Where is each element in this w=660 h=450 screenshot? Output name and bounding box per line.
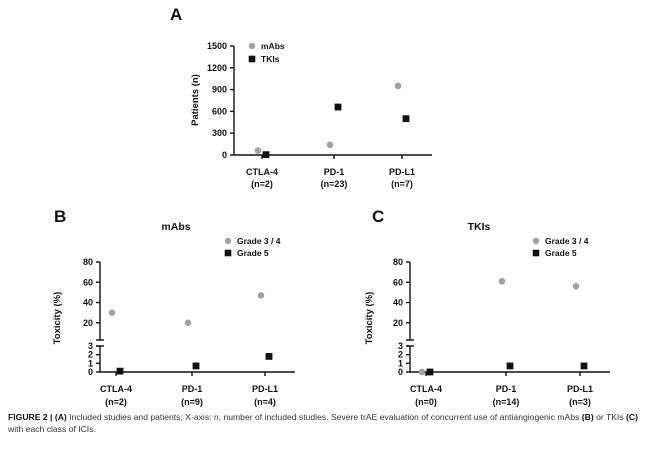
- data-point-grade-5: [116, 367, 124, 375]
- legend-marker: [224, 249, 232, 257]
- y-tick-label: 2: [88, 350, 93, 360]
- y-tick-label: 80: [393, 257, 403, 267]
- y-tick-label: 300: [212, 128, 227, 138]
- data-point-tkis: [402, 115, 410, 123]
- x-tick-count-label: (n=7): [391, 179, 413, 189]
- x-tick-count-label: (n=23): [321, 179, 348, 189]
- y-tick-label: 0: [222, 150, 227, 160]
- x-tick-label: PD-L1: [252, 384, 278, 394]
- y-tick-label: 80: [83, 257, 93, 267]
- legend-marker: [248, 55, 256, 63]
- x-tick-count-label: (n=2): [251, 179, 273, 189]
- y-tick-label: 1: [398, 358, 403, 368]
- legend-marker: [248, 42, 256, 50]
- legend-marker: [532, 237, 540, 245]
- legend-marker: [224, 237, 232, 245]
- chart-panel-a: A Patients (n) 0 300 600 900 1200 1500 CTLA-4 (n=…: [170, 5, 432, 189]
- caption-text: or TKIs: [593, 412, 627, 422]
- y-tick-label: 1: [88, 358, 93, 368]
- panel-title: TKIs: [468, 221, 491, 233]
- data-point-tkis: [334, 103, 342, 111]
- legend-label: mAbs: [261, 41, 285, 51]
- data-point-grade-5: [265, 353, 273, 360]
- data-point-grade-5: [426, 368, 434, 376]
- y-tick-label: 2: [398, 350, 403, 360]
- data-point-grade-5: [580, 362, 588, 370]
- data-point-grade-5: [506, 362, 514, 370]
- y-tick-label: 0: [398, 367, 403, 377]
- y-axis-label: Toxicity (%): [364, 292, 375, 345]
- data-point-grade-3-4: [108, 309, 116, 316]
- legend-label: Grade 3 / 4: [237, 236, 281, 246]
- x-tick-count-label: (n=0): [415, 397, 437, 407]
- caption-text: Included studies and patients; X-axis: n…: [66, 412, 582, 422]
- y-tick-label: 20: [83, 318, 93, 328]
- legend-label: Grade 3 / 4: [545, 236, 589, 246]
- x-tick-label: CTLA-4: [410, 384, 442, 394]
- y-tick-label: 60: [83, 277, 93, 287]
- y-tick-label: 40: [393, 298, 403, 308]
- legend-label: TKIs: [261, 54, 280, 64]
- y-tick-label: 20: [393, 318, 403, 328]
- y-tick-label: 0: [88, 367, 93, 377]
- y-tick-label: 60: [393, 277, 403, 287]
- data-point-grade-3-4: [184, 319, 192, 327]
- x-tick-label: CTLA-4: [246, 167, 278, 177]
- x-tick-count-label: (n=14): [493, 397, 520, 407]
- data-point-grade-3-4: [418, 368, 426, 376]
- x-tick-label: PD-1: [496, 384, 517, 394]
- y-tick-label: 40: [83, 298, 93, 308]
- y-tick-label: 900: [212, 85, 227, 95]
- y-tick-label: 1200: [207, 63, 227, 73]
- x-tick-count-label: (n=9): [181, 397, 203, 407]
- y-tick-label: 600: [212, 106, 227, 116]
- caption-panel-ref: (A): [54, 412, 67, 422]
- x-tick-count-label: (n=3): [569, 397, 591, 407]
- panel-letter: A: [170, 5, 182, 24]
- x-tick-label: PD-1: [182, 384, 203, 394]
- x-tick-label: CTLA-4: [100, 384, 132, 394]
- data-point-grade-5: [192, 362, 200, 370]
- x-tick-label: PD-1: [324, 167, 345, 177]
- caption-body: (A) Included studies and patients; X-axi…: [8, 412, 638, 434]
- y-axis-label: Patients (n): [190, 74, 201, 126]
- figure-caption: FIGURE 2 | (A) Included studies and pati…: [8, 411, 648, 435]
- panel-letter: B: [54, 207, 66, 226]
- data-point-tkis: [262, 151, 270, 159]
- data-point-mabs: [254, 147, 262, 154]
- caption-label: FIGURE 2 |: [8, 412, 53, 422]
- x-tick-count-label: (n=2): [105, 397, 127, 407]
- y-tick-label: 1500: [207, 41, 227, 51]
- data-point-grade-3-4: [257, 292, 265, 299]
- x-tick-label: PD-L1: [567, 384, 593, 394]
- legend-marker: [532, 249, 540, 257]
- y-tick-label: 3: [398, 341, 403, 351]
- x-tick-label: PD-L1: [389, 167, 415, 177]
- x-tick-count-label: (n=4): [254, 397, 276, 407]
- legend-label: Grade 5: [237, 248, 269, 258]
- panel-letter: C: [372, 207, 384, 226]
- data-point-mabs: [394, 82, 402, 90]
- caption-panel-ref: (C): [626, 412, 638, 422]
- y-tick-label: 3: [88, 341, 93, 351]
- data-point-grade-3-4: [572, 283, 580, 290]
- y-axis-label: Toxicity (%): [52, 292, 63, 345]
- data-point-mabs: [326, 141, 334, 149]
- panel-title: mAbs: [161, 221, 190, 233]
- legend-label: Grade 5: [545, 248, 577, 258]
- caption-panel-ref: (B): [581, 412, 594, 422]
- caption-text: with each class of ICIs.: [8, 424, 96, 434]
- data-point-grade-3-4: [498, 277, 506, 285]
